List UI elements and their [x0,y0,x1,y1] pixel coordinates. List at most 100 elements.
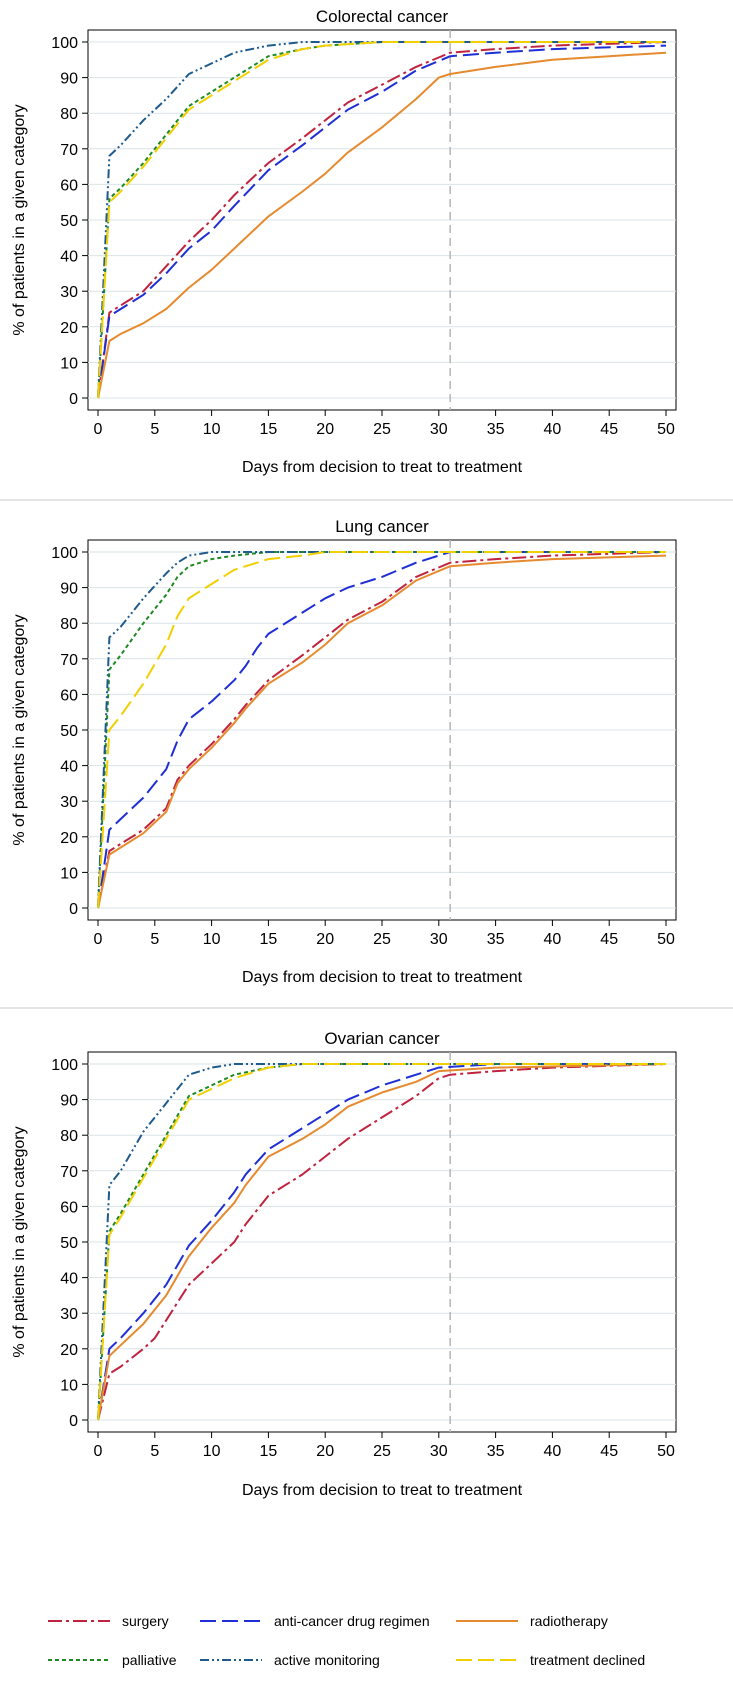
x-tick-label: 20 [316,421,334,438]
y-tick-label: 30 [60,1306,78,1323]
y-tick-label: 100 [51,35,78,52]
x-tick-label: 5 [150,421,159,438]
series-line-anti-cancer-drug-regimen [97,551,666,909]
y-tick-label: 90 [60,581,78,598]
y-tick-label: 20 [60,320,78,337]
y-tick-label: 80 [60,1128,78,1145]
y-tick-label: 0 [69,1413,78,1430]
y-tick-label: 80 [60,616,78,633]
series-line-treatment-declined [97,41,666,399]
x-tick-label: 30 [430,931,448,948]
x-tick-label: 50 [657,1443,675,1460]
y-tick-label: 40 [60,249,78,266]
y-tick-label: 100 [51,545,78,562]
y-tick-label: 50 [60,213,78,230]
y-tick-label: 60 [60,687,78,704]
y-tick-label: 80 [60,106,78,123]
y-tick-label: 30 [60,284,78,301]
series-line-surgery [97,41,667,399]
chart-title: Colorectal cancer [316,7,449,26]
y-tick-label: 0 [69,391,78,408]
x-tick-label: 20 [316,1443,334,1460]
y-tick-label: 50 [60,1235,78,1252]
x-axis-label: Days from decision to treat to treatment [242,969,523,986]
x-tick-label: 50 [657,421,675,438]
x-tick-label: 20 [316,931,334,948]
x-tick-label: 25 [373,1443,391,1460]
x-tick-label: 35 [487,1443,505,1460]
series-line-palliative [97,551,666,909]
legend-label: active monitoring [274,1652,380,1668]
legend-label: surgery [122,1613,169,1629]
y-axis-label: % of patients in a given category [11,614,28,845]
series-line-active-monitoring [97,41,666,399]
x-tick-label: 45 [600,1443,618,1460]
y-tick-label: 50 [60,723,78,740]
y-tick-label: 60 [60,1199,78,1216]
x-tick-label: 40 [544,421,562,438]
series-line-anti-cancer-drug-regimen [97,1063,666,1421]
series-line-treatment-declined [97,551,666,909]
y-tick-label: 40 [60,759,78,776]
series-line-surgery [97,1063,667,1421]
chart-panel-1: 0 10 20 30 40 50 60 70 80 90 100 0 5 10 15 20 25 30 35 40 45… [11,7,677,476]
x-tick-label: 15 [260,421,278,438]
x-tick-label: 30 [430,1443,448,1460]
series-line-surgery [97,551,667,909]
chart-title: Ovarian cancer [324,1029,440,1048]
legend-label: palliative [122,1652,177,1668]
x-tick-label: 25 [373,421,391,438]
x-tick-label: 0 [94,421,103,438]
x-tick-label: 25 [373,931,391,948]
y-tick-label: 100 [51,1057,78,1074]
x-tick-label: 40 [544,1443,562,1460]
legend-label: anti-cancer drug regimen [274,1613,430,1629]
y-tick-label: 70 [60,1164,78,1181]
y-tick-label: 90 [60,71,78,88]
x-axis-label: Days from decision to treat to treatment [242,459,523,476]
y-tick-label: 70 [60,652,78,669]
x-tick-label: 5 [150,931,159,948]
x-tick-label: 0 [94,931,103,948]
x-tick-label: 10 [203,931,221,948]
y-tick-label: 10 [60,1377,78,1394]
y-axis-label: % of patients in a given category [11,1126,28,1357]
y-tick-label: 90 [60,1093,78,1110]
legend-label: radiotherapy [530,1613,608,1629]
series-line-anti-cancer-drug-regimen [97,44,667,399]
x-axis-label: Days from decision to treat to treatment [242,1482,523,1499]
series-line-radiotherapy [97,1063,667,1421]
chart-title: Lung cancer [335,517,429,536]
x-tick-label: 15 [260,931,278,948]
y-tick-label: 70 [60,142,78,159]
x-tick-label: 35 [487,421,505,438]
chart-panel-3: 0 10 20 30 40 50 60 70 80 90 100 0 5 10 15 20 25 30 35 40 45… [11,1029,677,1499]
x-tick-label: 35 [487,931,505,948]
legend: surgery anti-cancer drug regimen radiother… [48,1613,645,1668]
y-axis-label: % of patients in a given category [11,104,28,335]
y-tick-label: 0 [69,901,78,918]
y-tick-label: 20 [60,830,78,847]
y-tick-label: 40 [60,1271,78,1288]
x-tick-label: 45 [600,931,618,948]
x-tick-label: 5 [150,1443,159,1460]
series-line-active-monitoring [97,1063,666,1421]
y-tick-label: 30 [60,794,78,811]
x-tick-label: 0 [94,1443,103,1460]
series-line-treatment-declined [97,1063,666,1421]
y-tick-label: 10 [60,355,78,372]
x-tick-label: 15 [260,1443,278,1460]
x-tick-label: 45 [600,421,618,438]
series-line-radiotherapy [97,554,667,909]
chart-panel-2: 0 10 20 30 40 50 60 70 80 90 100 0 5 10 15 20 25 30 35 40 45… [11,517,677,986]
y-tick-label: 20 [60,1342,78,1359]
series-line-radiotherapy [97,51,667,399]
x-tick-label: 10 [203,421,221,438]
y-tick-label: 10 [60,865,78,882]
x-tick-label: 50 [657,931,675,948]
x-tick-label: 40 [544,931,562,948]
y-tick-label: 60 [60,177,78,194]
series-line-active-monitoring [97,551,666,909]
